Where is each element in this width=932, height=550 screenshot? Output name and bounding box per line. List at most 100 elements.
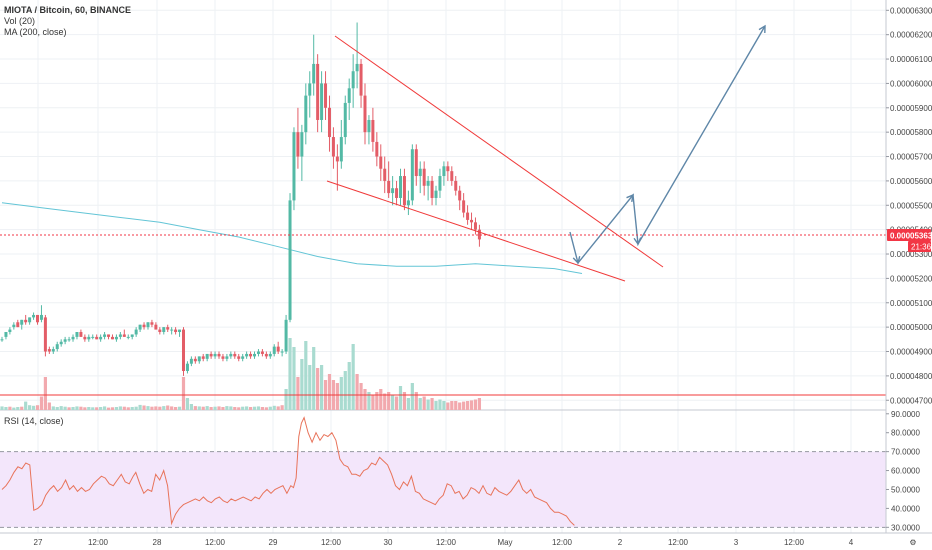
symbol-legend: MIOTA / Bitcoin, 60, BINANCE Vol (20) MA… xyxy=(4,5,131,38)
candle xyxy=(107,334,111,340)
candle xyxy=(395,180,399,206)
candle xyxy=(414,144,418,186)
volume-bar xyxy=(312,347,316,410)
candle-body xyxy=(276,346,280,352)
volume-bar xyxy=(185,398,190,410)
price-tick-label: 0.00005300 xyxy=(890,250,932,259)
candle xyxy=(359,59,363,108)
candle xyxy=(296,107,300,169)
time-tick-label: 12:00 xyxy=(88,538,109,547)
candle-body xyxy=(442,166,446,177)
price-tick-label: 0.00004900 xyxy=(890,348,932,357)
candle-body xyxy=(99,336,103,340)
candle xyxy=(43,314,47,357)
candle xyxy=(122,329,126,337)
time-tick-label: 4 xyxy=(849,538,854,547)
vol-legend: Vol (20) xyxy=(4,16,36,26)
volume-bar xyxy=(150,406,154,410)
candle xyxy=(300,124,304,181)
candle-body xyxy=(375,141,379,157)
candle xyxy=(174,327,178,335)
volume-bar xyxy=(252,406,257,410)
candle-body xyxy=(414,149,418,177)
candle-body xyxy=(63,339,67,342)
candle xyxy=(205,353,209,362)
candle xyxy=(442,161,446,186)
candle xyxy=(327,95,331,152)
settings-icon[interactable]: ⚙ xyxy=(909,538,916,547)
volume-bar xyxy=(118,406,122,410)
candle-body xyxy=(458,190,462,201)
volume-bar xyxy=(51,406,55,410)
volume-bar xyxy=(248,407,253,410)
candle-body xyxy=(71,336,75,340)
candle xyxy=(387,161,391,198)
candle xyxy=(458,185,462,211)
candle-body xyxy=(95,336,99,340)
candle-body xyxy=(12,324,16,328)
candle-body xyxy=(292,132,296,201)
grid-lines xyxy=(0,0,886,533)
candle xyxy=(371,107,375,152)
countdown-box xyxy=(908,241,931,252)
volume-bar xyxy=(110,407,115,410)
volume-bar xyxy=(375,392,379,410)
volume-bar xyxy=(217,406,221,410)
volume-bar xyxy=(316,368,320,410)
volume-bar xyxy=(174,407,178,410)
price-tick-label: 0.00006100 xyxy=(890,55,932,64)
candle-body xyxy=(118,334,122,337)
candle-body xyxy=(430,180,434,198)
rsi-axis: 90.0000 80.0000 70.0000 60.0000 50.0000 40.00… xyxy=(886,410,920,532)
candle xyxy=(241,353,245,362)
candle xyxy=(308,71,312,118)
price-tag: 0.00005363 21:36 xyxy=(887,229,932,252)
rsi-band xyxy=(0,451,886,528)
volume-bar xyxy=(126,407,130,410)
volume-bar xyxy=(35,405,40,410)
time-tick-label: 12:00 xyxy=(205,538,226,547)
candle xyxy=(324,71,328,120)
candle xyxy=(24,314,28,325)
price-tick-label: 0.00005000 xyxy=(890,323,932,332)
candle-body xyxy=(20,319,24,325)
candle xyxy=(363,83,367,145)
candle-body xyxy=(83,336,87,340)
volume-bar xyxy=(87,407,91,410)
volume-bar xyxy=(379,389,383,410)
candle-body xyxy=(174,329,178,333)
symbol-title: MIOTA / Bitcoin, 60, BINANCE xyxy=(4,5,132,15)
volume-bar xyxy=(355,374,359,410)
candle xyxy=(217,351,221,359)
volume-bar xyxy=(99,407,103,410)
volume-bar xyxy=(91,407,95,410)
volume-bar xyxy=(4,407,8,410)
time-tick-label: 12:00 xyxy=(784,538,805,547)
candle-body xyxy=(304,95,308,133)
candle-body xyxy=(470,219,474,223)
volume-bar xyxy=(430,398,434,410)
candle-body xyxy=(122,334,126,337)
candle-body xyxy=(316,63,320,120)
volume-bar xyxy=(296,377,300,410)
volume-bar xyxy=(197,406,201,410)
candle xyxy=(264,351,268,359)
candle xyxy=(249,351,253,359)
candle-body xyxy=(166,327,170,330)
volume-bar xyxy=(387,392,391,410)
candle xyxy=(454,176,458,196)
candle xyxy=(79,329,83,337)
candle xyxy=(71,334,75,342)
time-tick-label: 12:00 xyxy=(668,538,689,547)
candle xyxy=(59,339,63,347)
candle-body xyxy=(51,349,55,352)
candle-body xyxy=(229,353,233,357)
price-tick-label: 0.00005800 xyxy=(890,128,932,137)
volume-bar xyxy=(31,405,36,410)
volume-bar xyxy=(181,377,186,410)
candle xyxy=(375,132,379,167)
candle-body xyxy=(253,353,257,357)
rsi-tick-label: 80.0000 xyxy=(891,429,920,438)
volume-bar xyxy=(418,398,422,410)
